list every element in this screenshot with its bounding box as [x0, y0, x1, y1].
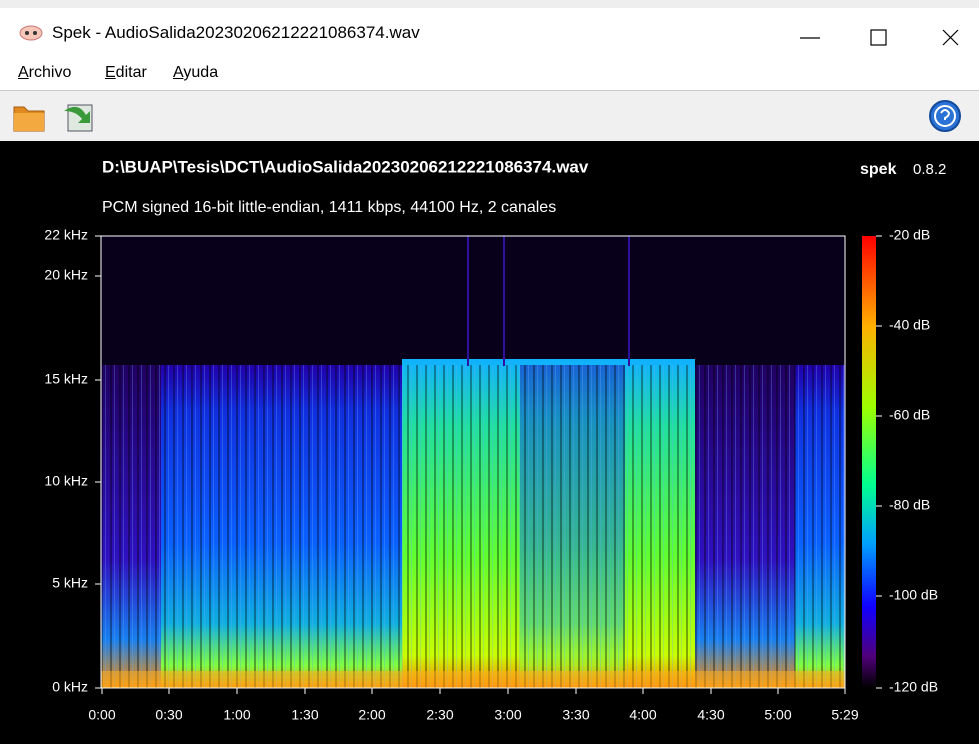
spectrogram-view: D:\BUAP\Tesis\DCT\AudioSalida20230206212…: [0, 141, 979, 744]
toolbar-icons[interactable]: [10, 97, 100, 135]
time-label: 5:00: [764, 707, 791, 723]
time-label: 3:00: [494, 707, 521, 723]
window-controls[interactable]: [790, 18, 979, 58]
window-title: Spek - AudioSalida20230206212221086374.w…: [52, 23, 420, 43]
help-button[interactable]: [928, 99, 964, 135]
time-axis: 0:00 0:30 1:00 1:30 2:00 2:30 3:00 3:30 4:00 4:30…: [88, 688, 858, 723]
title-bar: Spek - AudioSalida20230206212221086374.w…: [0, 0, 979, 58]
app-name: spek: [860, 161, 897, 178]
app-icon: [18, 24, 44, 42]
time-label: 0:30: [155, 707, 182, 723]
time-label: 3:30: [562, 707, 589, 723]
level-label: -100 dB: [889, 587, 938, 603]
frequency-label: 5 kHz: [52, 575, 88, 591]
frequency-label: 22 kHz: [44, 227, 88, 243]
menu-item[interactable]: Archivo: [18, 64, 71, 82]
audio-info: PCM signed 16-bit little-endian, 1411 kb…: [102, 199, 556, 216]
menu-bar: Archivo Editar Ayuda: [0, 58, 979, 91]
time-label: 1:00: [223, 707, 250, 723]
frequency-label: 20 kHz: [44, 267, 88, 283]
toolbar: [0, 91, 979, 141]
time-label: 5:29: [831, 707, 858, 723]
frequency-axis: [95, 236, 101, 688]
colorbar: [862, 236, 876, 688]
spek-window: Spek - AudioSalida20230206212221086374.w…: [0, 0, 979, 744]
frequency-label: 10 kHz: [44, 473, 88, 489]
menu-item[interactable]: Ayuda: [173, 64, 218, 82]
time-label: 4:30: [697, 707, 724, 723]
spectrogram-image: [101, 236, 845, 688]
frequency-label: 0 kHz: [52, 679, 88, 695]
menu-item[interactable]: Editar: [105, 64, 147, 82]
frequency-label: 15 kHz: [44, 371, 88, 387]
level-axis: -20 dB -40 dB -60 dB -80 dB -100 dB -120 dB: [876, 227, 938, 695]
time-label: 1:30: [291, 707, 318, 723]
level-label: -40 dB: [889, 317, 930, 333]
time-label: 0:00: [88, 707, 115, 723]
time-label: 2:00: [358, 707, 385, 723]
level-label: -80 dB: [889, 497, 930, 513]
app-version: 0.8.2: [913, 161, 946, 178]
level-label: -120 dB: [889, 679, 938, 695]
time-label: 4:00: [629, 707, 656, 723]
level-label: -60 dB: [889, 407, 930, 423]
file-path: D:\BUAP\Tesis\DCT\AudioSalida20230206212…: [102, 157, 589, 176]
level-label: -20 dB: [889, 227, 930, 243]
time-label: 2:30: [426, 707, 453, 723]
